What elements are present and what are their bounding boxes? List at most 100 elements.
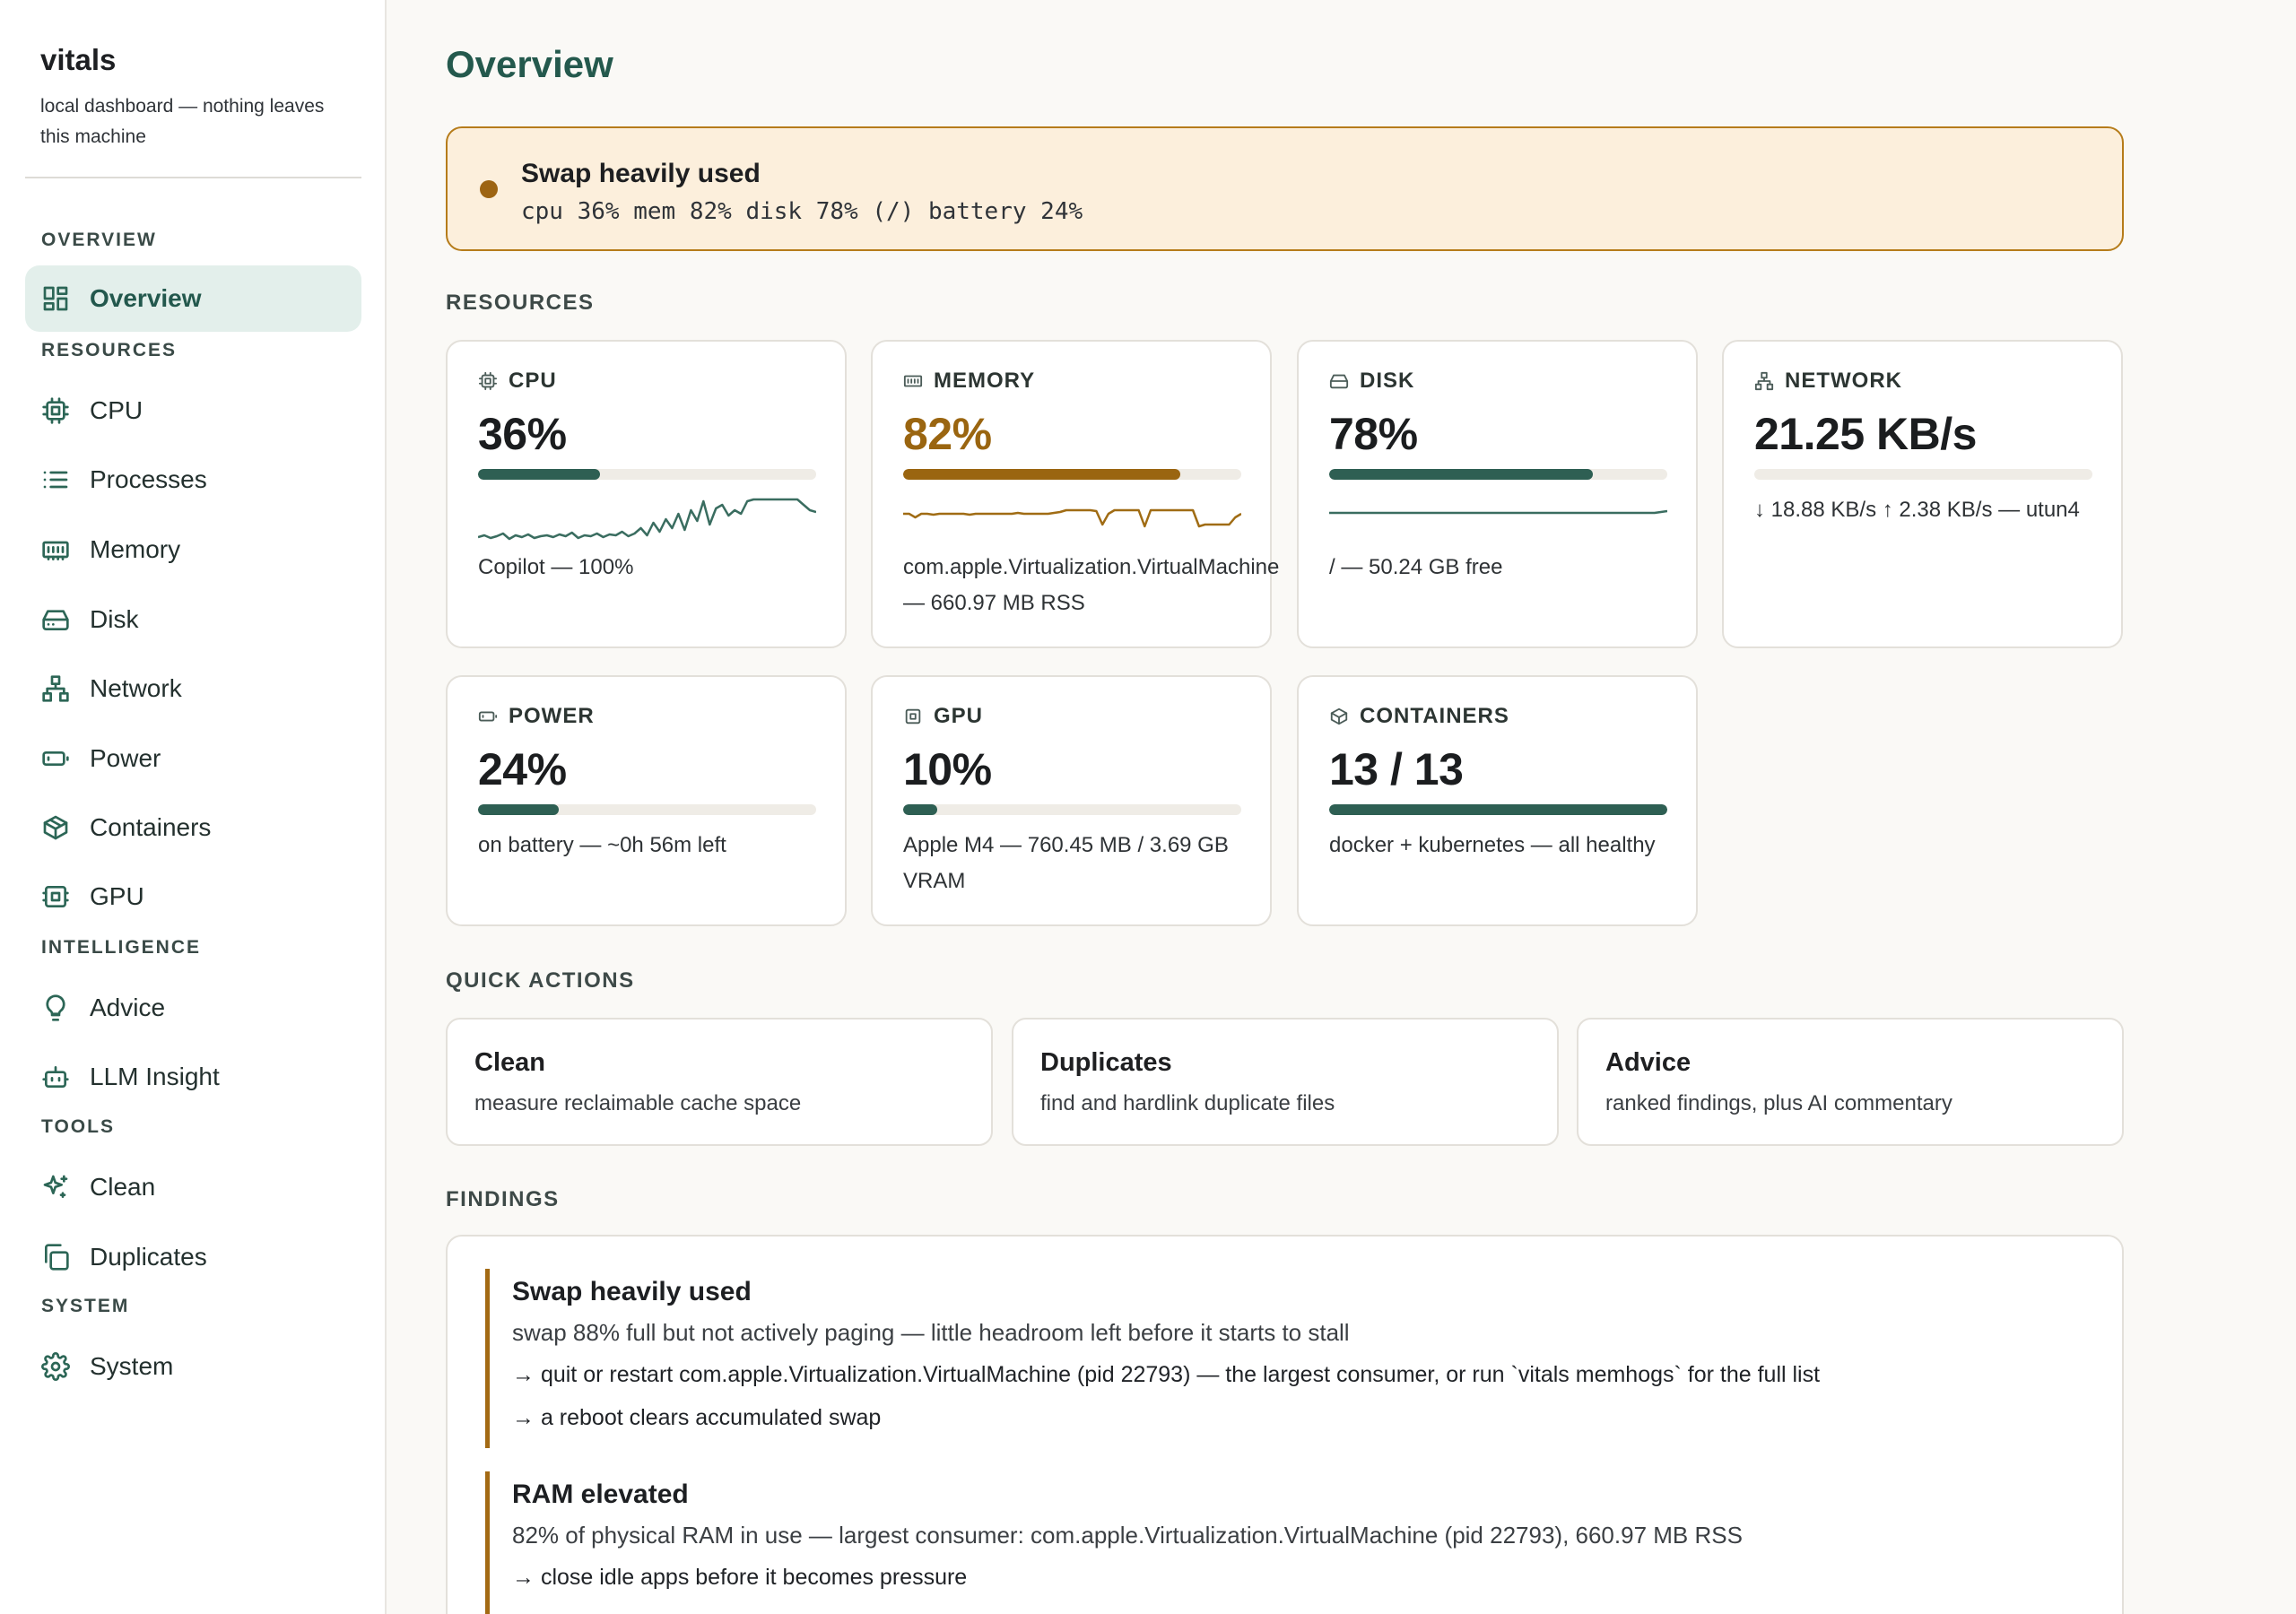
card-header: CPU [478,369,557,394]
nav-section-overview: OVERVIEW [41,230,157,250]
sidebar-item-memory[interactable]: Memory [25,516,361,583]
battery-level-bar [478,804,816,815]
containers-value: 13 / 13 [1329,744,1464,794]
sparkles-icon [41,1173,70,1202]
alert-banner: Swap heavily used cpu 36% mem 82% disk 7… [446,126,2124,251]
sidebar-item-network[interactable]: Network [25,655,361,722]
finding-description: 82% of physical RAM in use — largest con… [512,1522,1743,1549]
alert-title: Swap heavily used [521,159,761,188]
page-title: Overview [446,43,613,85]
copy-icon [41,1243,70,1271]
sidebar-item-cpu[interactable]: CPU [25,377,361,444]
sidebar-item-label: Containers [90,813,212,841]
gpu-chip-icon [41,882,70,911]
finding-item: Swap heavily used swap 88% full but not … [485,1269,2082,1448]
sidebar-item-label: CPU [90,396,144,424]
sidebar-item-label: Disk [90,605,139,633]
bar-fill [1329,469,1594,480]
gear-icon [41,1352,70,1381]
cpu-card[interactable]: CPU 36% Copilot — 100% [446,340,847,648]
card-label: POWER [509,704,595,728]
robot-icon [41,1063,70,1091]
card-label: CONTAINERS [1360,704,1509,728]
sparkline-path [903,508,1241,528]
nav-section-intelligence: INTELLIGENCE [41,937,202,958]
action-description: find and hardlink duplicate files [1040,1091,1335,1115]
gpu-chip-icon [905,708,921,725]
finding-step: → a reboot clears accumulated swap [512,1405,882,1430]
sidebar-item-label: Memory [90,535,181,563]
sidebar-item-disk[interactable]: Disk [25,586,361,653]
battery-icon [41,744,70,773]
action-title: Duplicates [1040,1048,1172,1077]
card-label: CPU [509,369,557,393]
action-description: ranked findings, plus AI commentary [1605,1091,1952,1115]
card-label: MEMORY [934,369,1036,393]
network-usage-bar [1754,469,2092,480]
sidebar-item-label: Overview [90,284,202,312]
sidebar-item-power[interactable]: Power [25,725,361,792]
sidebar-item-llm-insight[interactable]: LLM Insight [25,1044,361,1110]
sidebar-item-label: Clean [90,1173,156,1201]
card-label: DISK [1360,369,1415,393]
memory-value: 82% [903,409,992,459]
bar-fill [903,469,1181,480]
battery-icon [478,711,498,722]
card-label: GPU [934,704,984,728]
disk-note: / — 50.24 GB free [1329,555,1503,579]
sidebar-item-overview[interactable]: Overview [25,265,361,332]
sidebar-item-advice[interactable]: Advice [25,975,361,1041]
bar-fill [478,804,560,815]
drive-icon [1329,374,1349,389]
sidebar-item-label: Advice [90,994,166,1021]
network-card[interactable]: NETWORK 21.25 KB/s ↓ 18.88 KB/s ↑ 2.38 K… [1722,340,2123,648]
disk-card[interactable]: DISK 78% / — 50.24 GB free [1297,340,1698,648]
action-advice-button[interactable]: Advice ranked findings, plus AI commenta… [1577,1018,2124,1146]
cpu-note: Copilot — 100% [478,555,634,579]
finding-item: RAM elevated 82% of physical RAM in use … [485,1471,2082,1614]
bar-fill [1329,804,1667,815]
gpu-usage-bar [903,804,1241,815]
containers-card[interactable]: CONTAINERS 13 / 13 docker + kubernetes —… [1297,675,1698,926]
warning-dot-icon [480,180,498,198]
card-label: NETWORK [1785,369,1902,393]
containers-note: docker + kubernetes — all healthy [1329,833,1656,857]
card-header: NETWORK [1754,369,1902,394]
sidebar-item-system[interactable]: System [25,1333,361,1400]
lightbulb-icon [41,994,70,1022]
power-note: on battery — ~0h 56m left [478,833,726,857]
sidebar-item-label: LLM Insight [90,1063,220,1090]
action-title: Clean [474,1048,545,1077]
sidebar-item-clean[interactable]: Clean [25,1154,361,1220]
memory-sparkline [903,508,1241,528]
section-resources: RESOURCES [446,291,595,315]
disk-sparkline [1329,509,1667,515]
action-clean-button[interactable]: Clean measure reclaimable cache space [446,1018,993,1146]
power-card[interactable]: POWER 24% on battery — ~0h 56m left [446,675,847,926]
sparkline-path [1329,509,1667,515]
section-findings: FINDINGS [446,1187,560,1211]
nav-section-resources: RESOURCES [41,340,178,360]
alert-detail: cpu 36% mem 82% disk 78% (/) battery 24% [521,198,1083,225]
action-description: measure reclaimable cache space [474,1091,802,1115]
gpu-card[interactable]: GPU 10% Apple M4 — 760.45 MB / 3.69 GB V… [871,675,1272,926]
network-icon [41,674,70,703]
sidebar-item-label: Network [90,674,182,702]
nav-section-system: SYSTEM [41,1296,130,1316]
cpu-sparkline [478,498,816,541]
box-icon [1330,707,1348,725]
list-icon [41,465,70,494]
sidebar-item-duplicates[interactable]: Duplicates [25,1224,361,1290]
bar-fill [478,469,600,480]
sidebar-item-processes[interactable]: Processes [25,447,361,513]
sidebar: vitals local dashboard — nothing leaves … [0,0,387,1614]
memory-card[interactable]: MEMORY 82% com.apple.Virtualization.Virt… [871,340,1279,648]
memory-note-rss: — 660.97 MB RSS [903,591,1085,615]
sidebar-item-containers[interactable]: Containers [25,794,361,861]
dashboard-icon [41,284,70,313]
app-title: vitals [40,43,117,76]
sidebar-item-gpu[interactable]: GPU [25,863,361,930]
action-duplicates-button[interactable]: Duplicates find and hardlink duplicate f… [1012,1018,1559,1146]
card-header: POWER [478,704,595,729]
card-header: MEMORY [903,369,1035,394]
